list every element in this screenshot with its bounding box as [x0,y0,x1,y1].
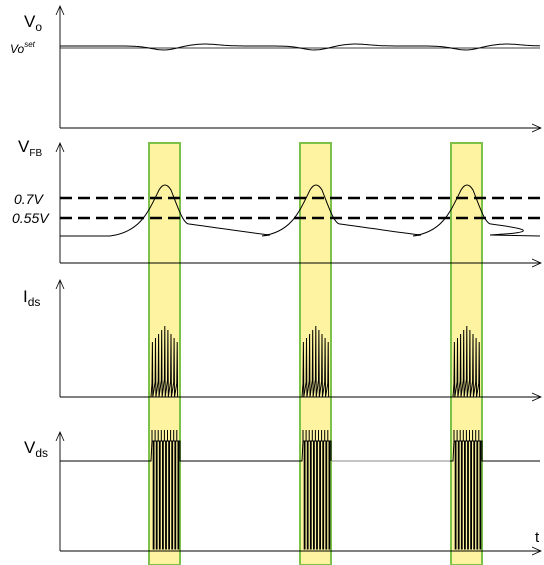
vds-waveform [60,430,540,550]
time-axis-label: t [535,529,540,546]
vo-waveform [60,43,541,51]
threshold-high-label: 0.7V [14,191,44,207]
vfb-waveform [60,184,541,237]
ids-axis-label: Ids [23,287,40,309]
vo-axis-label: Vo [24,12,42,34]
vo-set-label: Voset [10,40,36,56]
threshold-low-label: 0.55V [12,210,50,226]
ids-waveform [60,325,540,398]
vds-axis-label: Vds [24,438,48,460]
vfb-axis-label: VFB [18,137,42,159]
